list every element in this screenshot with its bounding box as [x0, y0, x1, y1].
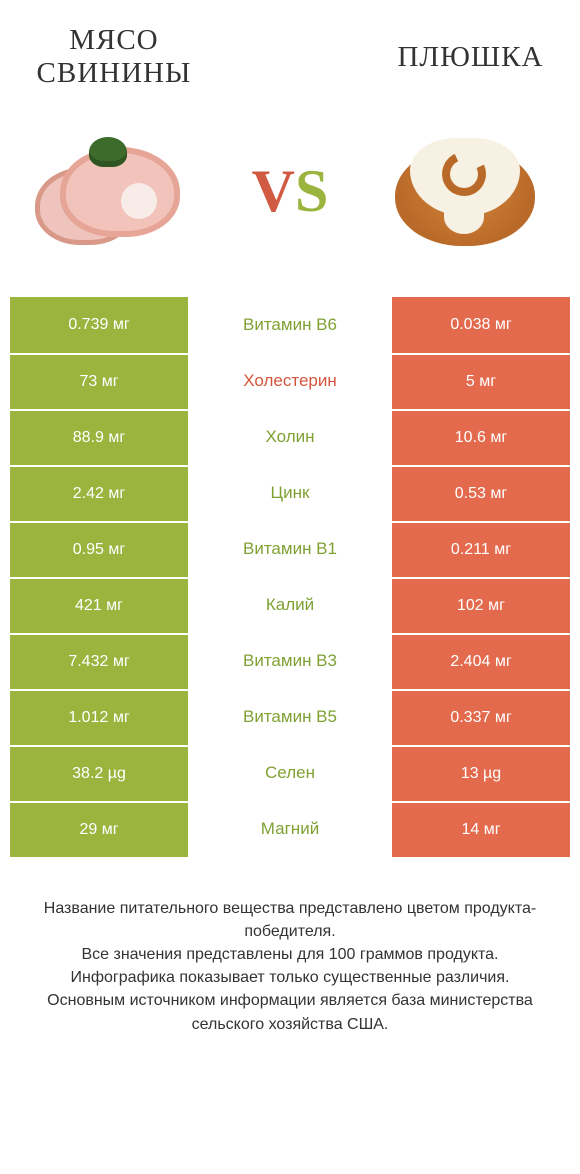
table-row: 7.432 мгВитамин B32.404 мг [10, 633, 570, 689]
vs-v: V [252, 157, 295, 226]
right-value: 102 мг [390, 577, 570, 633]
table-row: 29 мгМагний14 мг [10, 801, 570, 857]
table-row: 88.9 мгХолин10.6 мг [10, 409, 570, 465]
bun-image [380, 127, 550, 257]
right-value: 13 µg [390, 745, 570, 801]
table-row: 1.012 мгВитамин B50.337 мг [10, 689, 570, 745]
nutrient-label: Витамин B1 [190, 521, 390, 577]
left-value: 2.42 мг [10, 465, 190, 521]
left-value: 73 мг [10, 353, 190, 409]
table-row: 38.2 µgСелен13 µg [10, 745, 570, 801]
table-row: 421 мгКалий102 мг [10, 577, 570, 633]
left-value: 38.2 µg [10, 745, 190, 801]
left-value: 421 мг [10, 577, 190, 633]
right-value: 0.038 мг [390, 297, 570, 353]
footer-notes: Название питательного вещества представл… [0, 857, 580, 1036]
left-value: 0.95 мг [10, 521, 190, 577]
nutrient-label: Холин [190, 409, 390, 465]
footer-line: Основным источником информации является … [24, 989, 556, 1035]
nutrient-label: Цинк [190, 465, 390, 521]
left-value: 0.739 мг [10, 297, 190, 353]
pork-image [30, 127, 200, 257]
footer-line: Все значения представлены для 100 граммо… [24, 943, 556, 966]
vs-s: S [295, 157, 328, 226]
table-row: 2.42 мгЦинк0.53 мг [10, 465, 570, 521]
vs-label: VS [252, 157, 329, 226]
left-value: 29 мг [10, 801, 190, 857]
nutrient-label: Витамин B5 [190, 689, 390, 745]
footer-line: Инфографика показывает только существенн… [24, 966, 556, 989]
table-row: 0.95 мгВитамин B10.211 мг [10, 521, 570, 577]
left-value: 1.012 мг [10, 689, 190, 745]
nutrition-table: 0.739 мгВитамин B60.038 мг73 мгХолестери… [10, 297, 570, 857]
nutrient-label: Магний [190, 801, 390, 857]
right-value: 0.337 мг [390, 689, 570, 745]
nutrient-label: Витамин B3 [190, 633, 390, 689]
right-value: 14 мг [390, 801, 570, 857]
right-value: 5 мг [390, 353, 570, 409]
left-value: 7.432 мг [10, 633, 190, 689]
right-value: 0.211 мг [390, 521, 570, 577]
right-value: 10.6 мг [390, 409, 570, 465]
nutrient-label: Селен [190, 745, 390, 801]
nutrient-label: Холестерин [190, 353, 390, 409]
header: МЯСОСВИНИНЫ ПЛЮШКА [0, 0, 580, 97]
right-food-title: ПЛЮШКА [397, 41, 543, 74]
left-food-title: МЯСОСВИНИНЫ [37, 24, 192, 91]
footer-line: Название питательного вещества представл… [24, 897, 556, 943]
right-value: 2.404 мг [390, 633, 570, 689]
nutrient-label: Калий [190, 577, 390, 633]
right-value: 0.53 мг [390, 465, 570, 521]
table-row: 73 мгХолестерин5 мг [10, 353, 570, 409]
left-value: 88.9 мг [10, 409, 190, 465]
vs-row: VS [0, 97, 580, 297]
nutrient-label: Витамин B6 [190, 297, 390, 353]
table-row: 0.739 мгВитамин B60.038 мг [10, 297, 570, 353]
